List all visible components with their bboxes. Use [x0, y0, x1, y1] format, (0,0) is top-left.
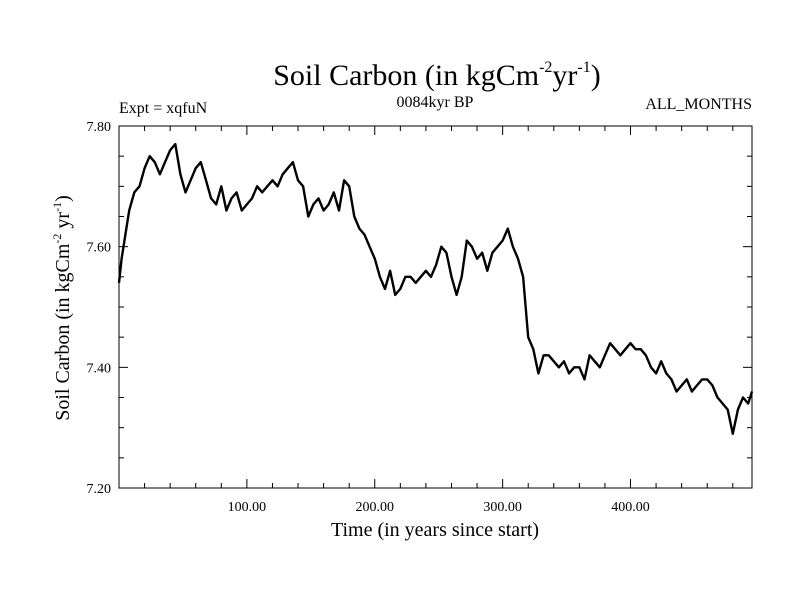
x-axis-label: Time (in years since start) — [331, 519, 539, 541]
axis-tick-labels: 100.00 200.00 300.00 400.00 7.20 7.40 7.60 7.80 — [87, 120, 650, 515]
period-label: 0084kyr BP — [397, 94, 474, 111]
y-axis-label: Soil Carbon (in kgCm-2 yr-1) — [50, 195, 74, 421]
y-tick-label: 7.40 — [87, 361, 112, 376]
x-tick-label: 200.00 — [356, 500, 395, 515]
axis-ticks — [119, 126, 752, 488]
months-label: ALL_MONTHS — [645, 96, 752, 113]
series-line — [117, 142, 754, 435]
experiment-label: Expt = xqfuN — [119, 100, 208, 117]
x-tick-label: 400.00 — [611, 500, 650, 515]
y-tick-label: 7.20 — [87, 482, 112, 497]
y-tick-label: 7.60 — [87, 241, 112, 256]
y-tick-label: 7.80 — [87, 120, 112, 135]
chart-title: Soil Carbon (in kgCm-2yr-1) — [273, 59, 601, 92]
x-tick-label: 300.00 — [483, 500, 522, 515]
x-tick-label: 100.00 — [228, 500, 267, 515]
plot-frame — [118, 125, 753, 489]
